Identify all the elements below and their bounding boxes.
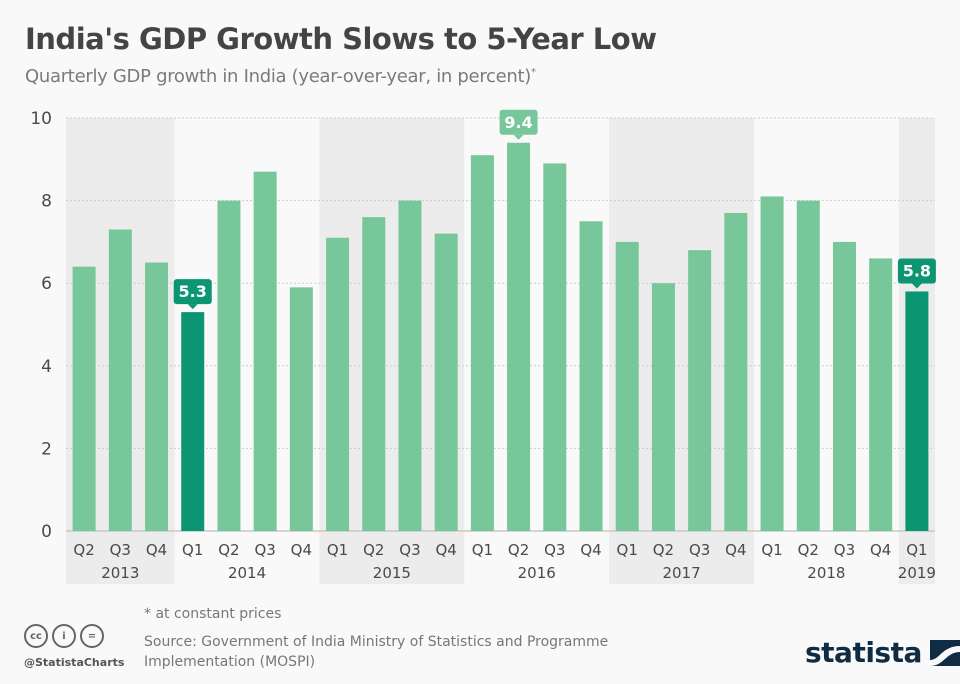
bar	[434, 233, 458, 531]
statista-logo[interactable]: statista	[805, 636, 960, 669]
bar	[905, 291, 929, 531]
data-label-box	[499, 109, 538, 135]
quarter-label: Q3	[544, 541, 565, 559]
bar	[760, 196, 784, 531]
quarter-label: Q2	[218, 541, 239, 559]
quarter-label: Q1	[906, 541, 927, 559]
bar	[688, 250, 712, 531]
bar	[289, 287, 313, 531]
quarter-label: Q1	[617, 541, 638, 559]
no-derivatives-icon: =	[80, 624, 104, 648]
bar	[724, 212, 748, 532]
x-axis-labels: 2013 2014 2015 2016 2017 2018 2019 Q2 Q3 Q4 Q1 Q2 Q3…	[73, 541, 936, 582]
year-label: 2014	[228, 564, 266, 582]
license-icons: cc i =	[24, 624, 104, 648]
y-tick-label: 2	[41, 439, 52, 459]
bar	[108, 229, 132, 531]
y-tick-label: 8	[41, 192, 52, 212]
data-label: 5.8	[903, 261, 931, 280]
bar	[796, 200, 820, 531]
bar	[869, 258, 893, 531]
y-tick-label: 0	[41, 522, 52, 542]
data-label-pointer	[911, 283, 922, 289]
bar	[615, 241, 639, 531]
quarter-label: Q3	[689, 541, 710, 559]
data-labels: 5.3 9.4 5.8	[173, 109, 936, 310]
year-label: 2013	[101, 564, 139, 582]
bar	[326, 237, 350, 531]
quarter-label: Q2	[363, 541, 384, 559]
bar	[253, 171, 277, 531]
quarter-label: Q4	[725, 541, 746, 559]
chart-title: India's GDP Growth Slows to 5-Year Low	[25, 22, 657, 56]
data-label: 5.3	[179, 282, 207, 301]
subtitle-footnote-marker: *	[531, 67, 536, 78]
quarter-label: Q3	[254, 541, 275, 559]
bar	[507, 142, 531, 531]
logo-text: statista	[805, 636, 922, 669]
data-label: 9.4	[504, 113, 532, 132]
footnote: * at constant prices	[144, 606, 282, 622]
bar	[398, 200, 422, 531]
quarter-label: Q4	[146, 541, 167, 559]
quarter-label: Q4	[580, 541, 601, 559]
bars	[72, 142, 929, 532]
quarter-label: Q2	[653, 541, 674, 559]
quarter-label: Q1	[761, 541, 782, 559]
data-label-pointer	[187, 304, 198, 310]
data-label-box	[173, 279, 212, 305]
quarter-label: Q4	[870, 541, 891, 559]
cc-icon: cc	[24, 624, 48, 648]
bar	[579, 221, 603, 531]
twitter-handle[interactable]: @StatistaCharts	[24, 656, 125, 669]
quarter-label: Q4	[291, 541, 312, 559]
year-label: 2015	[373, 564, 411, 582]
year-label: 2018	[807, 564, 845, 582]
quarter-label: Q1	[472, 541, 493, 559]
bar	[362, 217, 386, 531]
year-label: 2019	[898, 564, 936, 582]
y-tick-label: 6	[41, 274, 52, 294]
gridlines	[66, 117, 935, 532]
bar	[470, 155, 494, 532]
quarter-label: Q2	[73, 541, 94, 559]
chart-subtitle: Quarterly GDP growth in India (year-over…	[25, 66, 536, 87]
source-note: Source: Government of India Ministry of …	[144, 634, 609, 670]
year-label: 2016	[518, 564, 556, 582]
y-tick-label: 4	[41, 357, 52, 377]
subtitle-text: Quarterly GDP growth in India (year-over…	[25, 66, 531, 87]
bar	[72, 266, 96, 531]
quarter-label: Q2	[508, 541, 529, 559]
y-axis-ticks: 0 2 4 6 8 10	[30, 109, 52, 542]
bar	[217, 200, 241, 531]
quarter-label: Q3	[110, 541, 131, 559]
bar	[832, 241, 856, 531]
quarter-label: Q1	[182, 541, 203, 559]
attribution-icon: i	[52, 624, 76, 648]
bar-chart: 0 2 4 6 8 10 2013 2014 2015 2016 2017 2018 2019 Q2 Q3…	[30, 109, 936, 584]
data-label-box	[897, 258, 936, 284]
bar	[181, 312, 205, 531]
year-label: 2017	[662, 564, 700, 582]
statista-logo-icon	[929, 639, 960, 666]
quarter-label: Q4	[436, 541, 457, 559]
quarter-label: Q1	[327, 541, 348, 559]
data-label-pointer	[513, 134, 524, 140]
quarter-label: Q3	[834, 541, 855, 559]
quarter-label: Q3	[399, 541, 420, 559]
bar	[543, 163, 567, 531]
bar	[145, 262, 169, 531]
bar	[651, 283, 675, 531]
y-tick-label: 10	[30, 109, 52, 129]
quarter-label: Q2	[798, 541, 819, 559]
